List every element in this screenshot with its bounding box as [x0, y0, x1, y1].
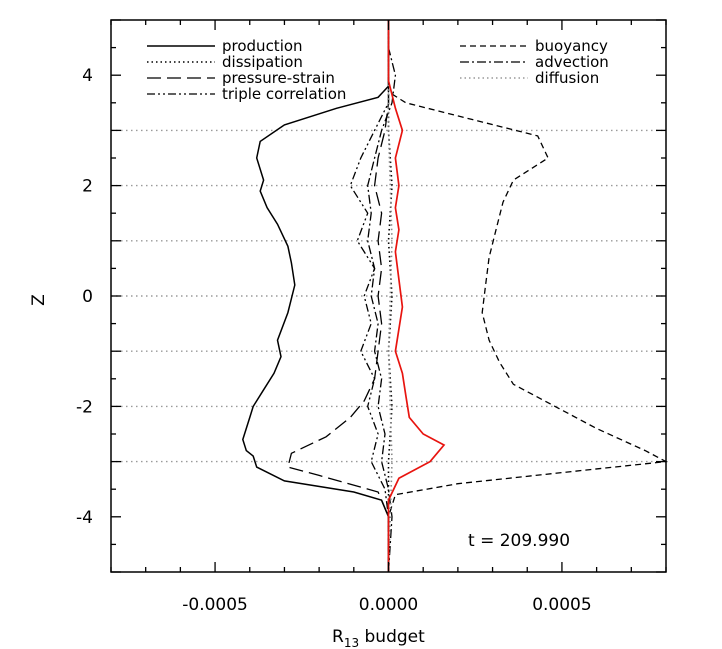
series-buoyancy: [387, 20, 669, 572]
grid-lines: [111, 129, 666, 463]
y-tick-label: 0: [82, 287, 93, 307]
axis-ticks: [110, 19, 667, 573]
x-tick-label: 0.0005: [532, 595, 591, 615]
series-diffusion: [387, 20, 393, 573]
series-pressure-strain: [287, 20, 390, 572]
series-triple-correlation: [349, 20, 390, 572]
tick-labels: -0.0005 0.0000 0.0005 -4 -2 0 2 4: [76, 66, 592, 615]
y-tick-label: 4: [82, 66, 93, 86]
legend-label-triple-correlation: triple correlation: [222, 85, 346, 103]
annotation-time: t = 209.990: [468, 531, 570, 551]
y-tick-label: 2: [82, 177, 93, 197]
legend-label-production: production: [222, 37, 303, 55]
legend-label-advection: advection: [535, 53, 609, 71]
legend-label-dissipation: dissipation: [222, 53, 303, 71]
series-advection: [367, 20, 397, 573]
y-axis-label: Z: [29, 294, 49, 306]
legend: productiondissipationpressure-straintrip…: [147, 37, 609, 103]
legend-label-pressure-strain: pressure-strain: [222, 69, 335, 87]
y-tick-label: -2: [76, 397, 93, 417]
series-red-curve: [387, 20, 446, 572]
x-axis-label: R13 budget: [332, 627, 425, 649]
x-axis-label-rest: budget: [359, 627, 425, 647]
series-lines: [242, 20, 669, 573]
legend-label-diffusion: diffusion: [535, 69, 599, 87]
x-axis-label-main: R: [332, 627, 344, 647]
legend-label-buoyancy: buoyancy: [535, 37, 608, 55]
x-tick-label: 0.0000: [359, 595, 418, 615]
x-axis-label-subscript: 13: [344, 636, 359, 649]
x-tick-label: -0.0005: [182, 595, 248, 615]
y-tick-label: -4: [76, 508, 93, 528]
series-production: [242, 20, 390, 572]
